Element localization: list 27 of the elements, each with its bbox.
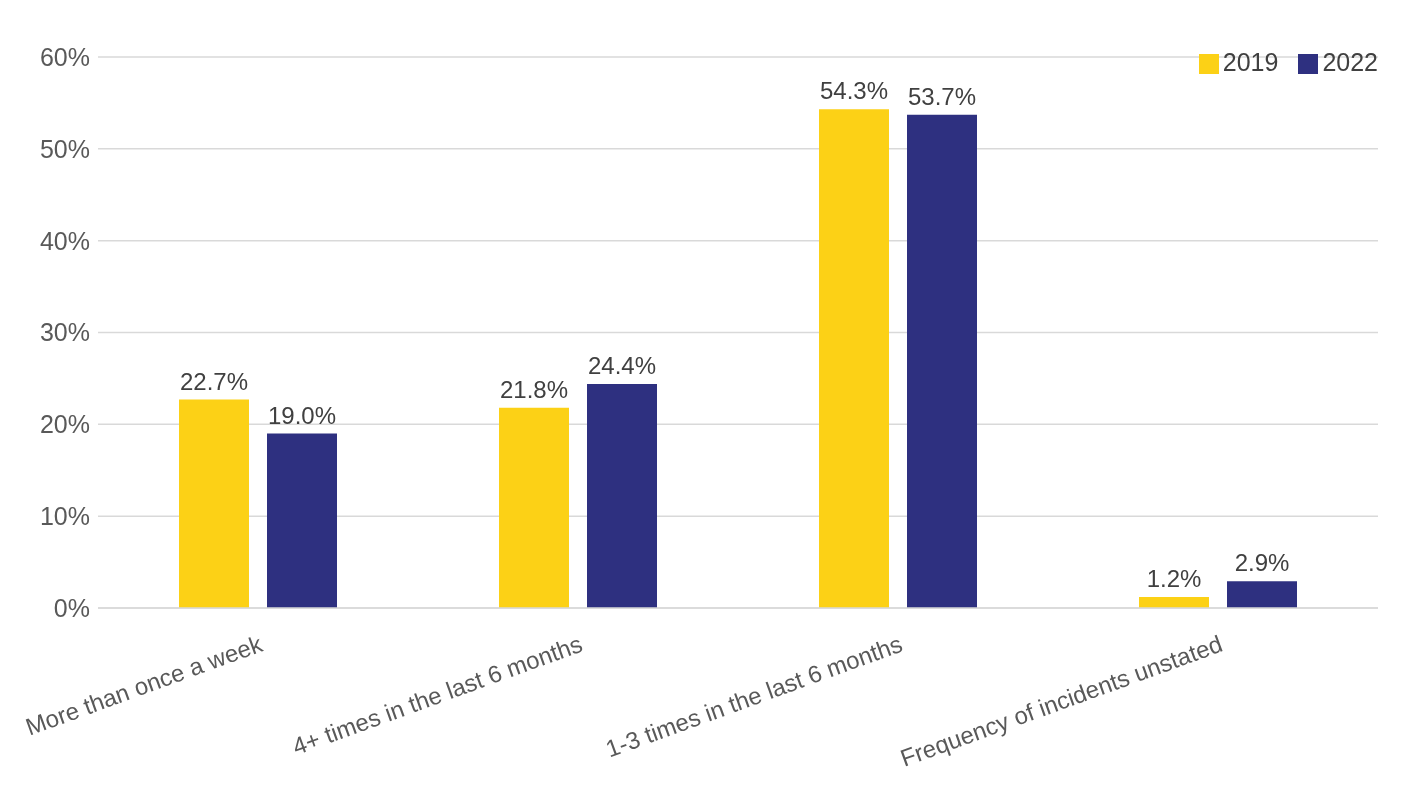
y-tick-label: 30% bbox=[39, 318, 90, 347]
data-label: 53.7% bbox=[907, 82, 977, 110]
y-tick-label: 20% bbox=[39, 410, 90, 439]
y-tick-label: 60% bbox=[39, 42, 90, 71]
bar bbox=[499, 407, 569, 608]
bar bbox=[907, 114, 977, 608]
bar bbox=[1139, 596, 1209, 608]
bar bbox=[819, 109, 889, 608]
data-label: 54.3% bbox=[819, 77, 889, 105]
y-tick-label: 40% bbox=[39, 226, 90, 255]
x-tick-label: More than once a week bbox=[22, 629, 267, 741]
data-label: 19.0% bbox=[267, 401, 337, 429]
bar bbox=[1227, 581, 1297, 608]
data-label: 1.2% bbox=[1146, 564, 1202, 592]
y-tick-label: 10% bbox=[39, 502, 90, 531]
data-label: 24.4% bbox=[587, 351, 657, 379]
bar bbox=[267, 433, 337, 608]
x-tick-label: 4+ times in the last 6 months bbox=[288, 629, 586, 760]
y-tick-label: 0% bbox=[53, 593, 90, 622]
bar bbox=[587, 383, 657, 608]
legend-label: 2019 bbox=[1222, 48, 1279, 76]
y-tick-label: 50% bbox=[39, 134, 90, 163]
data-label: 2.9% bbox=[1234, 549, 1290, 577]
bar bbox=[179, 399, 249, 608]
data-label: 22.7% bbox=[179, 367, 249, 395]
legend-label: 2022 bbox=[1322, 48, 1378, 76]
data-label: 21.8% bbox=[499, 375, 569, 403]
